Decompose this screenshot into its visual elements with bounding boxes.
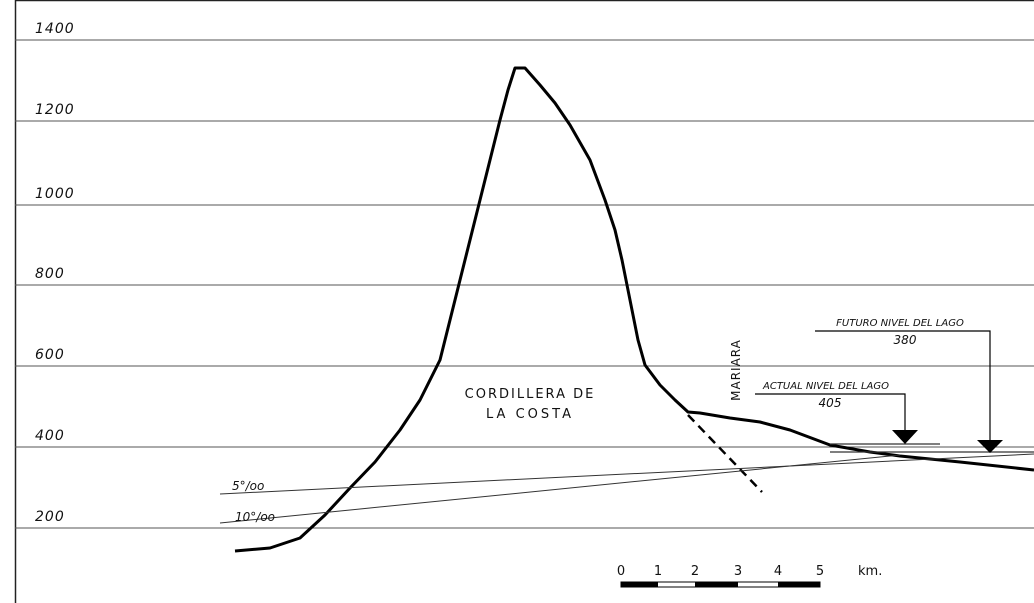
fault-line	[687, 414, 763, 493]
scale-label: 2	[691, 564, 699, 579]
scale-segment	[621, 582, 658, 587]
grid	[15, 39, 1034, 529]
scale-label: 5	[816, 564, 824, 579]
fault-label: MARIARA	[729, 339, 743, 401]
scale-bar: 0 1 2 3 4 5 km.	[617, 564, 882, 588]
y-axis-labels: 1400 1200 1000 800 600 400 200	[35, 21, 75, 525]
future-level-value: 380	[894, 333, 917, 347]
range-label: CORDILLERA DE	[465, 387, 596, 402]
scale-label: 4	[774, 564, 782, 579]
scale-label: 0	[617, 564, 625, 579]
frame	[14, 0, 1034, 603]
y-label: 1400	[35, 21, 75, 37]
leader	[755, 393, 906, 430]
range-label: LA COSTA	[486, 407, 574, 422]
terrain-profile	[234, 66, 1034, 553]
scale-unit: km.	[858, 564, 882, 579]
future-level-label: FUTURO NIVEL DEL LAGO	[836, 318, 964, 329]
scale-label: 3	[734, 564, 742, 579]
leader	[815, 330, 991, 440]
current-level-value: 405	[819, 396, 842, 410]
y-label: 1000	[35, 186, 75, 202]
arrow	[892, 430, 918, 444]
y-label: 200	[35, 509, 65, 525]
slope-label: 5°/oo	[232, 479, 264, 493]
slope-label: 10°/oo	[235, 510, 275, 524]
scale-segment	[778, 582, 820, 587]
y-label: 800	[35, 266, 65, 282]
scale-label: 1	[654, 564, 662, 579]
y-label: 600	[35, 347, 65, 363]
y-label: 400	[35, 428, 65, 444]
slope-line	[219, 453, 1034, 495]
slope-line	[219, 454, 901, 524]
arrow	[977, 440, 1003, 453]
current-level-label: ACTUAL NIVEL DEL LAGO	[762, 381, 889, 392]
y-label: 1200	[35, 102, 75, 118]
scale-segment	[695, 582, 738, 587]
